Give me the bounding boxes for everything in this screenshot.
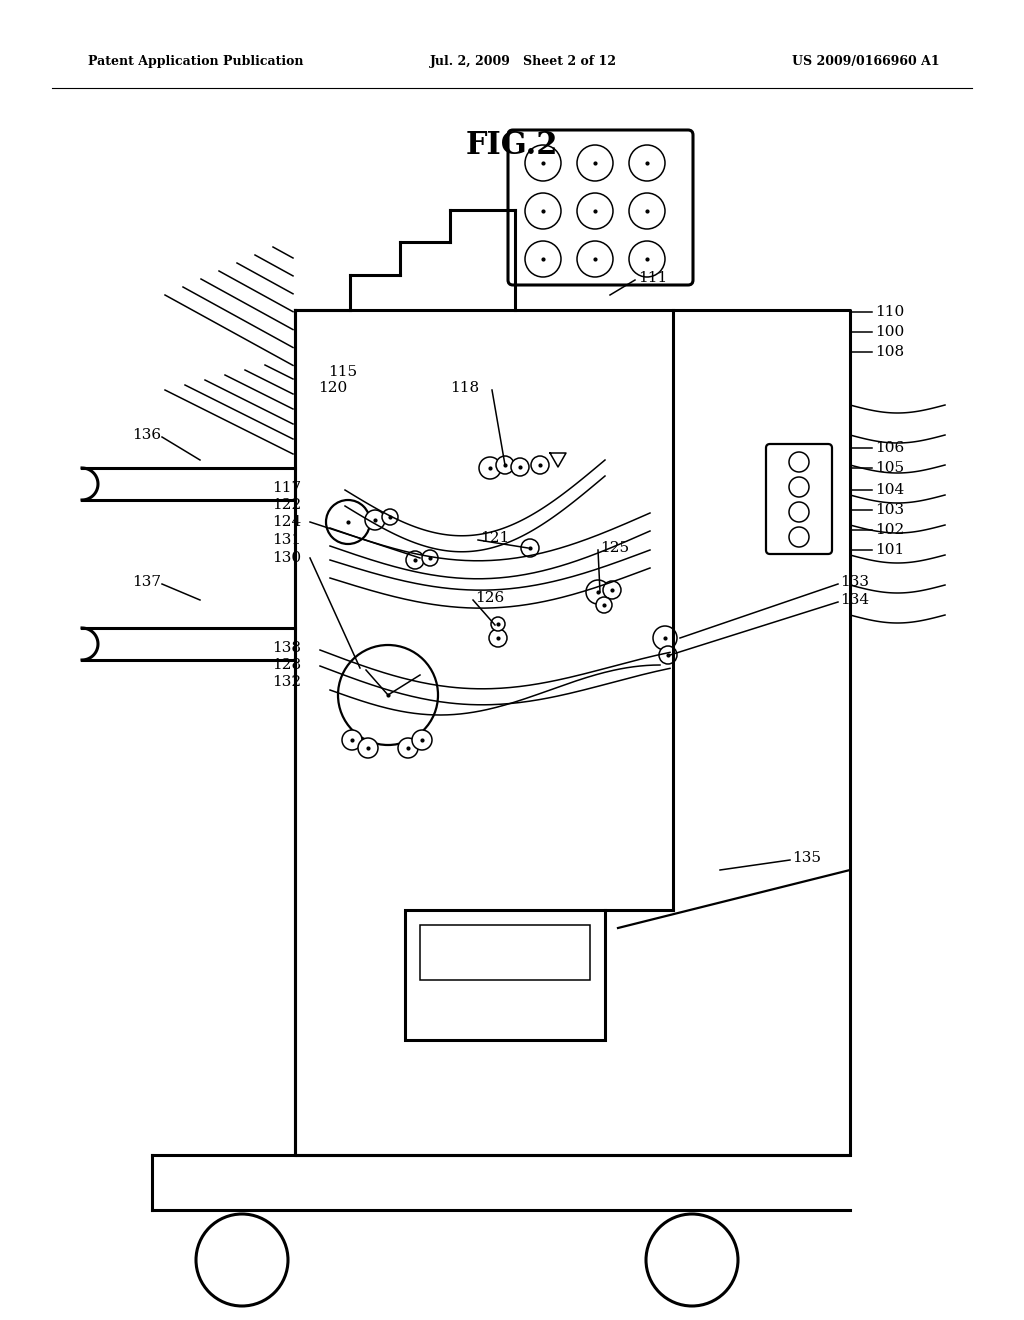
Text: 138: 138 [272,642,301,655]
FancyBboxPatch shape [766,444,831,554]
Circle shape [790,477,809,498]
Text: 133: 133 [840,576,869,589]
Bar [420,925,590,979]
FancyBboxPatch shape [508,129,693,285]
Text: 125: 125 [600,541,629,554]
Text: US 2009/0166960 A1: US 2009/0166960 A1 [793,55,940,69]
Circle shape [511,458,529,477]
Text: 100: 100 [874,325,904,339]
Circle shape [342,730,362,750]
Circle shape [531,455,549,474]
Text: 117: 117 [272,480,301,495]
Text: 115: 115 [328,366,357,379]
Circle shape [790,451,809,473]
Circle shape [577,145,613,181]
Text: 134: 134 [840,593,869,607]
Circle shape [490,616,505,631]
Text: FIG.2: FIG.2 [466,129,558,161]
Text: 105: 105 [874,461,904,475]
Circle shape [525,242,561,277]
Circle shape [196,1214,288,1305]
Circle shape [338,645,438,744]
Circle shape [326,500,370,544]
Circle shape [422,550,438,566]
Circle shape [525,193,561,228]
Text: 128: 128 [272,657,301,672]
Text: 137: 137 [132,576,161,589]
Text: 111: 111 [638,271,668,285]
Text: Jul. 2, 2009   Sheet 2 of 12: Jul. 2, 2009 Sheet 2 of 12 [430,55,617,69]
Circle shape [629,193,665,228]
Circle shape [577,242,613,277]
Text: 132: 132 [272,675,301,689]
Text: Patent Application Publication: Patent Application Publication [88,55,303,69]
Circle shape [790,502,809,521]
Text: 120: 120 [318,381,347,395]
Circle shape [479,457,501,479]
Text: 102: 102 [874,523,904,537]
Text: 108: 108 [874,345,904,359]
Text: 121: 121 [480,531,509,545]
Circle shape [496,455,514,474]
Circle shape [382,510,398,525]
Circle shape [629,145,665,181]
Text: 106: 106 [874,441,904,455]
Text: 122: 122 [272,498,301,512]
Text: 110: 110 [874,305,904,319]
Text: 104: 104 [874,483,904,498]
Circle shape [489,630,507,647]
Circle shape [365,510,385,531]
Circle shape [398,738,418,758]
Text: 118: 118 [450,381,479,395]
Text: 103: 103 [874,503,904,517]
Bar [406,909,605,1040]
Text: 135: 135 [792,851,821,865]
Circle shape [646,1214,738,1305]
Circle shape [358,738,378,758]
Text: 131: 131 [272,533,301,546]
Circle shape [596,597,612,612]
Circle shape [521,539,539,557]
Text: 130: 130 [272,550,301,565]
Circle shape [659,645,677,664]
Circle shape [603,581,621,599]
Circle shape [629,242,665,277]
Text: 124: 124 [272,515,301,529]
Circle shape [406,550,424,569]
Circle shape [790,527,809,546]
Text: 126: 126 [475,591,504,605]
Circle shape [412,730,432,750]
Circle shape [586,579,610,605]
Text: 136: 136 [132,428,161,442]
Circle shape [577,193,613,228]
Circle shape [525,145,561,181]
Text: 101: 101 [874,543,904,557]
Circle shape [653,626,677,649]
